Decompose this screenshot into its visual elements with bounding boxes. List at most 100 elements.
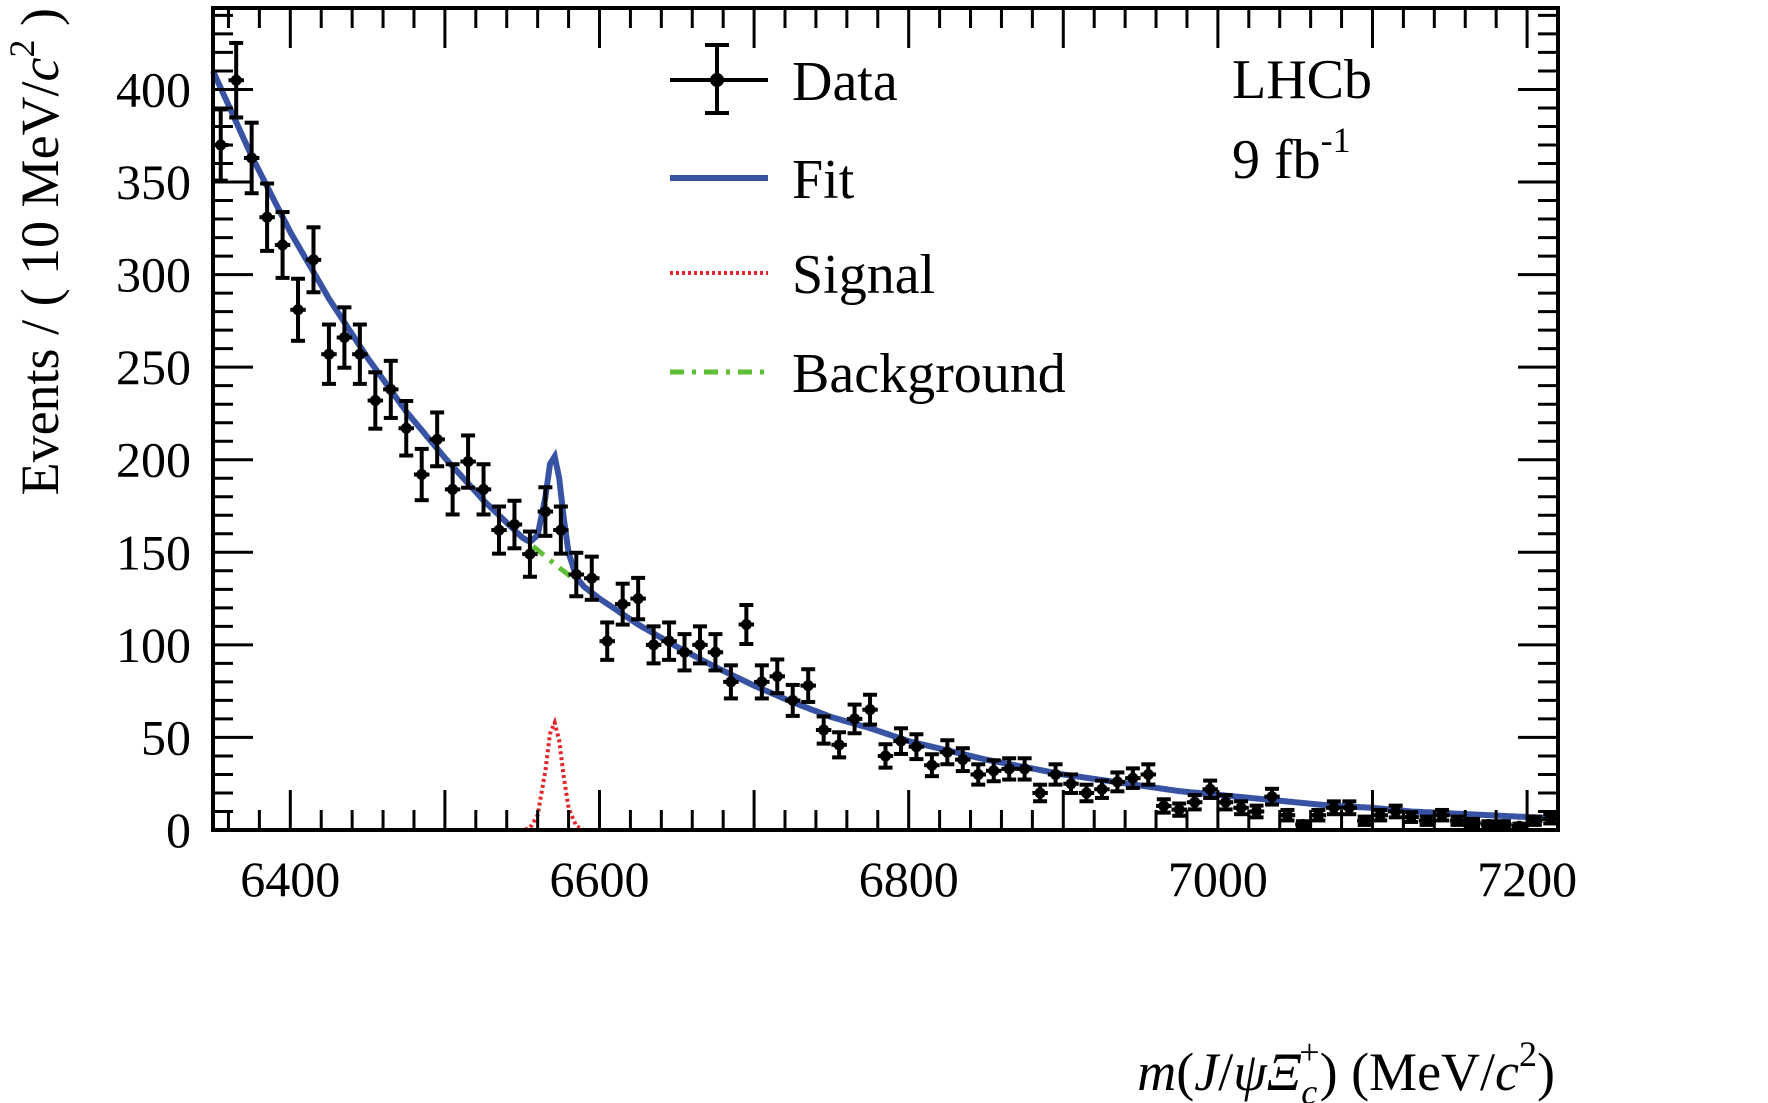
data-point: [584, 554, 600, 602]
data-marker: [864, 704, 876, 716]
data-point: [1032, 782, 1048, 804]
y-tick-label: 200: [116, 432, 191, 488]
data-marker: [307, 254, 319, 266]
data-marker: [416, 469, 428, 481]
data-marker: [1374, 809, 1386, 821]
data-marker: [1436, 809, 1448, 821]
legend-item-fit: Fit: [670, 149, 855, 211]
data-point: [769, 657, 786, 696]
x-tick-label: 6800: [859, 851, 959, 907]
data-point: [630, 575, 646, 622]
data-point: [1233, 799, 1249, 817]
data-point: [1202, 778, 1218, 800]
data-marker: [570, 569, 582, 581]
data-marker: [1359, 815, 1371, 827]
data-point: [692, 624, 708, 666]
data-point: [321, 322, 337, 386]
data-marker: [539, 506, 551, 518]
data-marker: [1281, 809, 1293, 821]
data-marker: [833, 739, 845, 751]
data-marker: [1498, 818, 1510, 830]
data-point: [1156, 797, 1172, 815]
legend-label: Signal: [792, 244, 935, 306]
data-point: [1001, 756, 1017, 782]
data-marker: [880, 750, 891, 762]
data-marker: [1235, 802, 1247, 814]
data-marker: [1544, 813, 1556, 825]
data-marker: [230, 74, 242, 86]
data-marker: [1467, 817, 1479, 829]
data-point: [1418, 814, 1435, 827]
data-point: [707, 632, 724, 673]
data-point: [924, 752, 940, 779]
data-point: [955, 746, 971, 774]
fit-curve: [210, 69, 1559, 822]
data-marker: [1390, 805, 1402, 817]
data-point: [522, 529, 538, 579]
data-marker: [508, 519, 520, 531]
data-marker: [802, 680, 814, 692]
data-point: [1496, 818, 1512, 830]
data-point: [1140, 762, 1157, 787]
data-marker: [957, 754, 969, 766]
data-marker: [818, 724, 830, 736]
experiment-label: LHCb: [1232, 49, 1372, 111]
data-marker: [493, 524, 505, 536]
data-marker: [1297, 818, 1309, 830]
data-point: [1078, 782, 1095, 804]
data-point: [290, 276, 306, 343]
data-marker: [1173, 804, 1185, 816]
data-marker: [648, 639, 660, 651]
data-point: [723, 663, 739, 701]
data-marker: [354, 348, 366, 360]
data-point: [259, 181, 275, 253]
plot-frame: [211, 6, 1560, 832]
y-tick-label: 250: [116, 339, 191, 395]
data-marker: [756, 676, 768, 688]
data-marker: [431, 433, 443, 445]
y-tick-label: 150: [116, 524, 191, 580]
data-point: [1465, 816, 1481, 829]
data-point: [614, 581, 631, 627]
data-point: [1403, 810, 1419, 824]
data-marker: [1096, 783, 1108, 795]
data-point: [274, 210, 291, 280]
data-point: [1295, 818, 1311, 830]
data-marker: [1421, 815, 1433, 827]
data-point: [1434, 807, 1450, 823]
data-point: [1171, 801, 1187, 818]
data-point: [228, 40, 244, 120]
data-marker: [1328, 802, 1340, 814]
data-marker: [632, 593, 644, 605]
data-point: [785, 682, 801, 718]
data-marker: [601, 635, 613, 647]
data-marker: [277, 239, 289, 251]
data-point: [1310, 807, 1327, 823]
data-point: [1016, 756, 1033, 782]
data-point: [645, 624, 662, 666]
data-point: [1186, 793, 1203, 812]
data-point: [553, 504, 569, 556]
y-tick-label: 400: [116, 61, 191, 117]
data-marker: [679, 646, 691, 658]
data-point: [429, 410, 445, 469]
data-marker: [1127, 772, 1139, 784]
data-point: [1279, 807, 1296, 823]
axes-layer: 0 50 100 150 200 250 300 350 400 6400 6600 6800 7000…: [116, 8, 1577, 907]
data-point: [1094, 778, 1110, 800]
data-marker: [385, 383, 397, 395]
data-marker: [1266, 791, 1278, 803]
data-point: [1387, 803, 1404, 820]
data-points-layer: [213, 40, 1558, 832]
data-marker: [787, 694, 799, 706]
data-point: [1264, 786, 1280, 807]
data-marker: [926, 759, 938, 771]
data-marker: [1220, 796, 1232, 808]
y-tick-label: 350: [116, 154, 191, 210]
data-marker: [586, 572, 598, 584]
data-point: [908, 732, 925, 762]
y-tick-label: 0: [166, 802, 191, 858]
data-marker: [895, 735, 907, 747]
y-tick-label: 50: [141, 709, 191, 765]
